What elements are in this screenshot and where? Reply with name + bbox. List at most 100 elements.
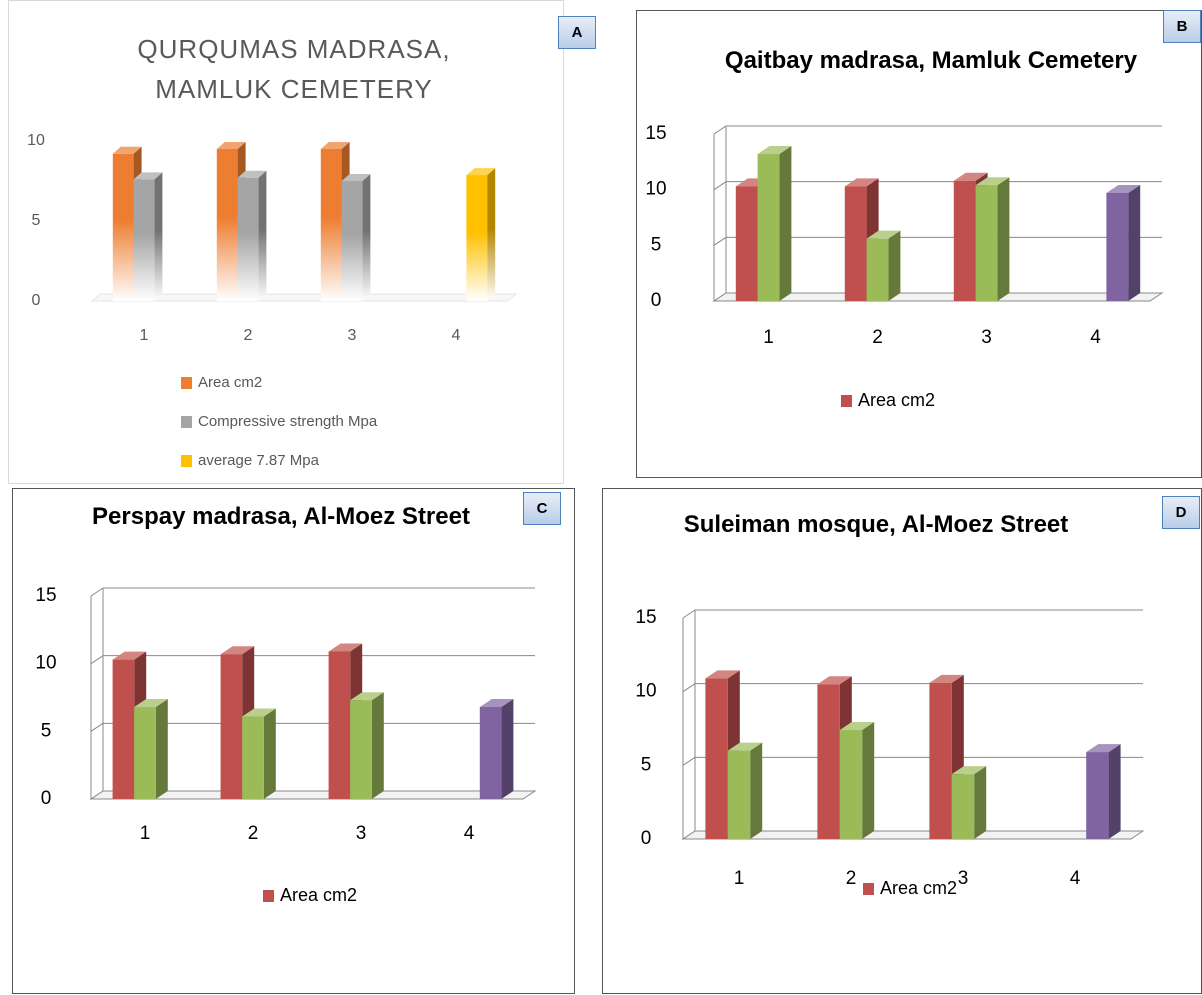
bar-top [817,676,852,685]
bar-side [501,698,514,799]
bar-side [974,766,987,839]
bar [242,716,264,799]
legend-label: Area cm2 [198,374,262,391]
panel-label: A [558,16,596,49]
panel-label: D [1162,496,1200,529]
x-tick-label: 4 [464,823,475,844]
bar [237,177,259,301]
legend-label: Compressive strength Mpa [198,413,378,430]
bar-side [155,698,168,799]
y-tick-label: 15 [645,123,666,144]
x-tick-label: 4 [1070,868,1081,889]
bar-top [1106,185,1141,194]
bar [1086,752,1109,839]
y-tick-label: 5 [32,212,41,229]
bar [953,180,976,301]
legend-marker [181,377,192,389]
bar-side [362,174,371,301]
bar [134,706,156,799]
floor [681,830,1145,840]
bar-top [350,692,384,701]
bar-top [953,172,988,181]
legend-marker [841,395,852,407]
bar-side [263,708,276,799]
wall-grid-line [682,609,696,619]
bar-top [466,168,496,176]
x-tick-label: 2 [872,327,883,348]
bar-top [929,674,964,683]
wall-grid-line [682,756,696,766]
y-tick-label: 0 [41,788,52,809]
bar-top [705,670,740,679]
bar-top [839,721,875,730]
bar-side [997,177,1010,301]
x-tick-label: 3 [958,868,969,889]
bar [844,186,867,301]
bar [320,149,342,301]
x-tick-label: 2 [846,868,857,889]
bar-top [112,146,142,154]
chart-title: QURQUMAS MADRASA, MAMLUK CEMETERY [137,34,451,104]
bar [133,179,155,301]
bar [1106,193,1129,301]
y-tick-label: 0 [641,828,652,849]
bar-top [134,698,168,707]
legend-label: Area cm2 [880,878,957,898]
bar [220,654,243,799]
bar-side [154,172,163,301]
y-tick-label: 0 [651,290,662,311]
panel-label: C [523,492,561,525]
bar [929,682,952,839]
bar-top [242,708,276,717]
bar [727,750,751,839]
bar-side [888,230,901,301]
floor [712,292,1164,302]
bar-top [220,646,255,655]
bar [951,774,975,839]
bar-top [328,643,363,652]
y-tick-label: 5 [651,234,662,255]
wall-grid-line [90,722,104,732]
bar-top [112,651,147,660]
wall-grid-line [713,181,727,191]
legend-marker [863,883,874,895]
bar [757,154,780,301]
bar-top [951,766,987,775]
chart-panel: 0 5 10 15 1 2 3 4 Area cm2 Suleiman mosque, Al-Mo… [602,488,1202,994]
x-tick-label: 3 [356,823,367,844]
chart-title: Perspay madrasa, Al-Moez Street [92,503,470,530]
bar [479,706,502,799]
x-tick-label: 2 [244,327,253,344]
y-tick-label: 10 [645,179,666,200]
x-tick-label: 1 [734,868,745,889]
y-tick-label: 10 [635,681,656,702]
bar-side [1128,185,1141,301]
x-tick-label: 1 [140,327,149,344]
legend-marker [181,416,192,428]
bar-side [1108,744,1121,839]
x-tick-label: 1 [763,327,774,348]
bar [350,700,372,799]
bar [975,185,998,301]
chart-title: Qaitbay madrasa, Mamluk Cemetery [724,47,1138,74]
chart-panel: 0 5 10 1 2 3 4 Area cm2 Compressive strength Mpa… [8,0,564,484]
y-tick-label: 0 [32,292,41,309]
x-tick-label: 4 [1090,327,1101,348]
bar-side [750,742,763,839]
chart-panel: 0 5 10 15 1 2 3 4 Area cm2 Qaitbay madrasa, Mamlu… [636,10,1202,478]
bar-top [866,230,901,239]
legend-marker [181,455,192,467]
x-tick-label: 3 [348,327,357,344]
bar [839,729,863,839]
bar-side [862,721,875,839]
wall-grid-line [713,236,727,246]
bar [341,181,363,301]
y-tick-label: 15 [635,607,656,628]
x-tick-label: 4 [452,327,461,344]
wall-grid-line [90,587,104,597]
chart-panel: 0 5 10 15 1 2 3 4 Area cm2 Perspay madrasa, Al-Mo… [12,488,575,994]
y-tick-label: 5 [641,754,652,775]
bar-top [727,742,763,751]
bar-side [258,170,267,301]
